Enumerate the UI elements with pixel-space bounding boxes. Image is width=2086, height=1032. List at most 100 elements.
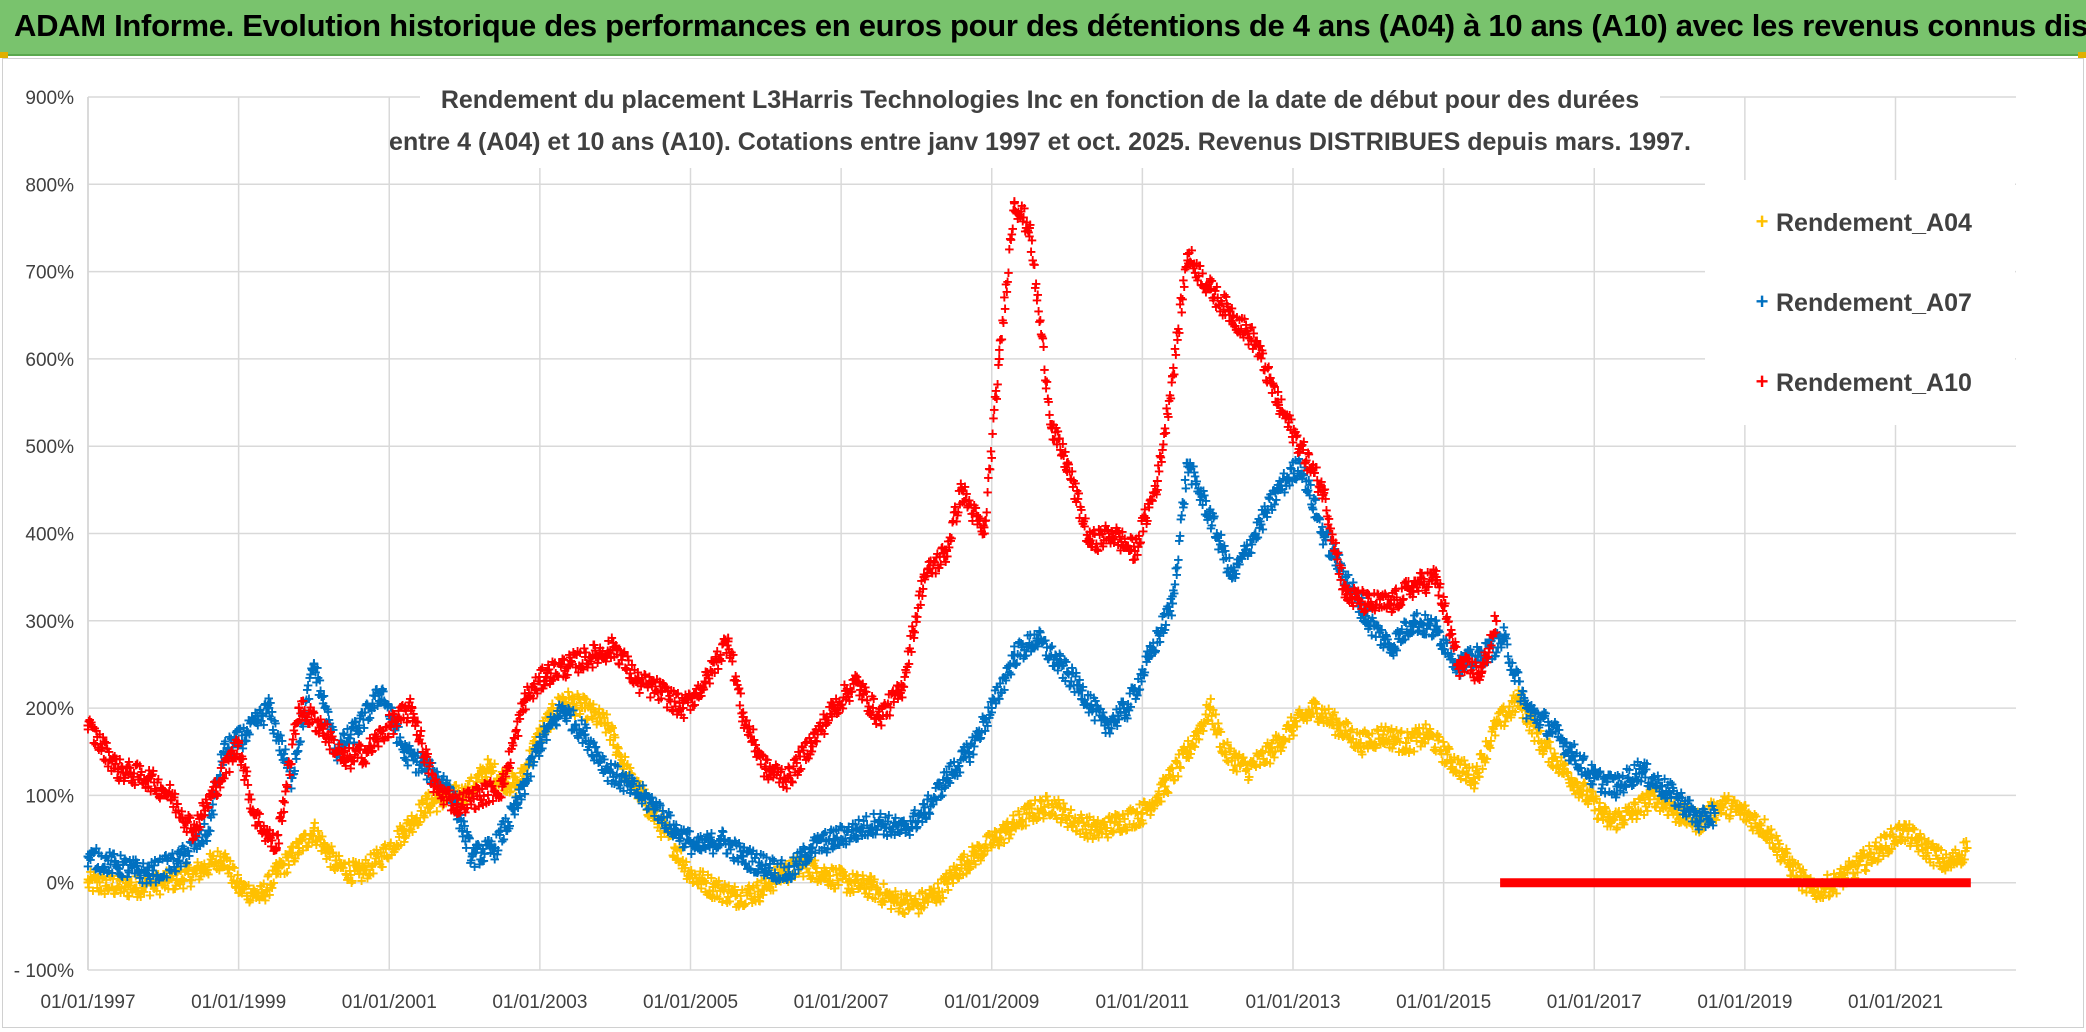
data-point: + — [866, 877, 877, 897]
data-point: + — [670, 838, 681, 858]
y-tick-label: 400% — [25, 525, 74, 546]
data-point-dense: + — [159, 869, 169, 888]
data-point-dense: + — [273, 864, 283, 883]
data-point-dense: + — [145, 886, 155, 905]
data-point-dense: + — [221, 848, 231, 867]
chart-frame — [2, 58, 2084, 1028]
data-point: + — [1943, 855, 1954, 875]
data-point-dense: + — [140, 869, 150, 888]
corner-mark-left — [0, 52, 8, 58]
data-point-dense: + — [274, 858, 284, 877]
data-point-dense: + — [1173, 550, 1183, 569]
data-point: + — [1514, 689, 1525, 709]
data-point-dense: + — [200, 861, 210, 880]
data-point: + — [843, 873, 854, 893]
data-point-dense: + — [106, 878, 116, 897]
data-point-dense: + — [172, 871, 182, 890]
data-point-dense: + — [252, 887, 262, 906]
data-point-dense: + — [274, 834, 284, 853]
data-point-dense: + — [212, 860, 222, 879]
data-point-dense: + — [257, 883, 267, 902]
data-point: + — [1446, 750, 1457, 770]
data-point-dense: + — [211, 852, 221, 871]
data-point-dense: + — [96, 881, 106, 900]
data-point-dense: + — [150, 875, 160, 894]
series-Rendement_A10: ++ ++++++++++ +++++ + +++ + + ++ ++++++ +++++++++… — [83, 192, 1502, 861]
data-point-dense: + — [176, 862, 186, 881]
data-point-dense: + — [116, 884, 126, 903]
data-point-dense: + — [175, 875, 185, 894]
data-point-dense: + — [1175, 526, 1185, 545]
data-point-dense: + — [245, 891, 255, 910]
data-point-dense: + — [144, 871, 154, 890]
data-point-dense: + — [89, 866, 99, 885]
data-point-dense: + — [234, 884, 244, 903]
data-point-dense: + — [266, 875, 276, 894]
data-point-dense: + — [205, 845, 215, 864]
data-point: + — [1243, 759, 1254, 779]
data-point: + — [233, 877, 244, 897]
data-point: + — [459, 785, 470, 805]
data-point-dense: + — [119, 882, 129, 901]
data-point-dense: + — [1209, 507, 1219, 526]
data-point-dense: + — [280, 865, 290, 884]
data-point: + — [83, 873, 94, 893]
data-point-dense: + — [167, 870, 177, 889]
data-point-dense: + — [220, 845, 230, 864]
data-point-dense: + — [142, 875, 152, 894]
data-point-dense: + — [98, 867, 108, 886]
data-point-dense: + — [229, 859, 239, 878]
data-point-dense: + — [219, 856, 229, 875]
data-point: + — [1160, 777, 1171, 797]
data-point-dense: + — [136, 888, 146, 907]
data-point-dense: + — [116, 879, 126, 898]
data-point-dense: + — [232, 873, 242, 892]
data-point-dense: + — [149, 879, 159, 898]
data-point-dense: + — [269, 873, 279, 892]
data-point-dense: + — [91, 869, 101, 888]
data-point-dense: + — [92, 878, 102, 897]
data-point-dense: + — [85, 871, 95, 890]
data-point: + — [1468, 768, 1479, 788]
data-point-dense: + — [187, 871, 197, 890]
data-point: + — [1288, 716, 1299, 736]
data-point-dense: + — [201, 861, 211, 880]
data-point-dense: + — [260, 891, 270, 910]
data-point-dense: + — [193, 858, 203, 877]
data-point-dense: + — [237, 884, 247, 903]
data-point-dense: + — [86, 863, 96, 882]
data-point: + — [1002, 820, 1013, 840]
data-point-dense: + — [120, 877, 130, 896]
data-point: + — [911, 895, 922, 915]
x-tick-label: 01/01/2013 — [1245, 992, 1340, 1013]
data-point-dense: + — [270, 861, 280, 880]
data-point-dense: + — [247, 884, 257, 903]
data-point-dense: + — [155, 885, 165, 904]
data-point-dense: + — [224, 864, 234, 883]
data-point: + — [1920, 838, 1931, 858]
data-point: + — [753, 881, 764, 901]
data-point: + — [1205, 698, 1216, 718]
data-point: + — [535, 724, 546, 744]
data-point-dense: + — [189, 860, 199, 879]
data-point-dense: + — [255, 890, 265, 909]
data-point: + — [934, 881, 945, 901]
data-point-dense: + — [268, 861, 278, 880]
data-point-dense: + — [122, 887, 132, 906]
data-point-dense: + — [171, 876, 181, 895]
data-point-dense: + — [146, 874, 156, 893]
data-point: + — [1740, 803, 1751, 823]
data-point-dense: + — [240, 876, 250, 895]
data-point: + — [1047, 794, 1058, 814]
data-point-dense: + — [104, 879, 114, 898]
data-point-dense: + — [198, 861, 208, 880]
data-point-dense: + — [121, 870, 131, 889]
data-point-dense: + — [262, 881, 272, 900]
data-point: + — [1807, 881, 1818, 901]
data-point-dense: + — [94, 882, 104, 901]
data-point: + — [1024, 803, 1035, 823]
data-point-dense: + — [249, 879, 259, 898]
data-point-dense: + — [199, 854, 209, 873]
data-point-dense: + — [127, 883, 137, 902]
data-point-dense: + — [275, 865, 285, 884]
